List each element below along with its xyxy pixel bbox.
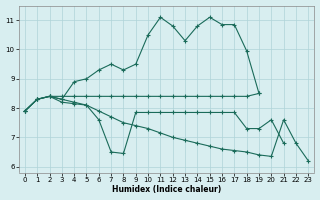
X-axis label: Humidex (Indice chaleur): Humidex (Indice chaleur) (112, 185, 221, 194)
